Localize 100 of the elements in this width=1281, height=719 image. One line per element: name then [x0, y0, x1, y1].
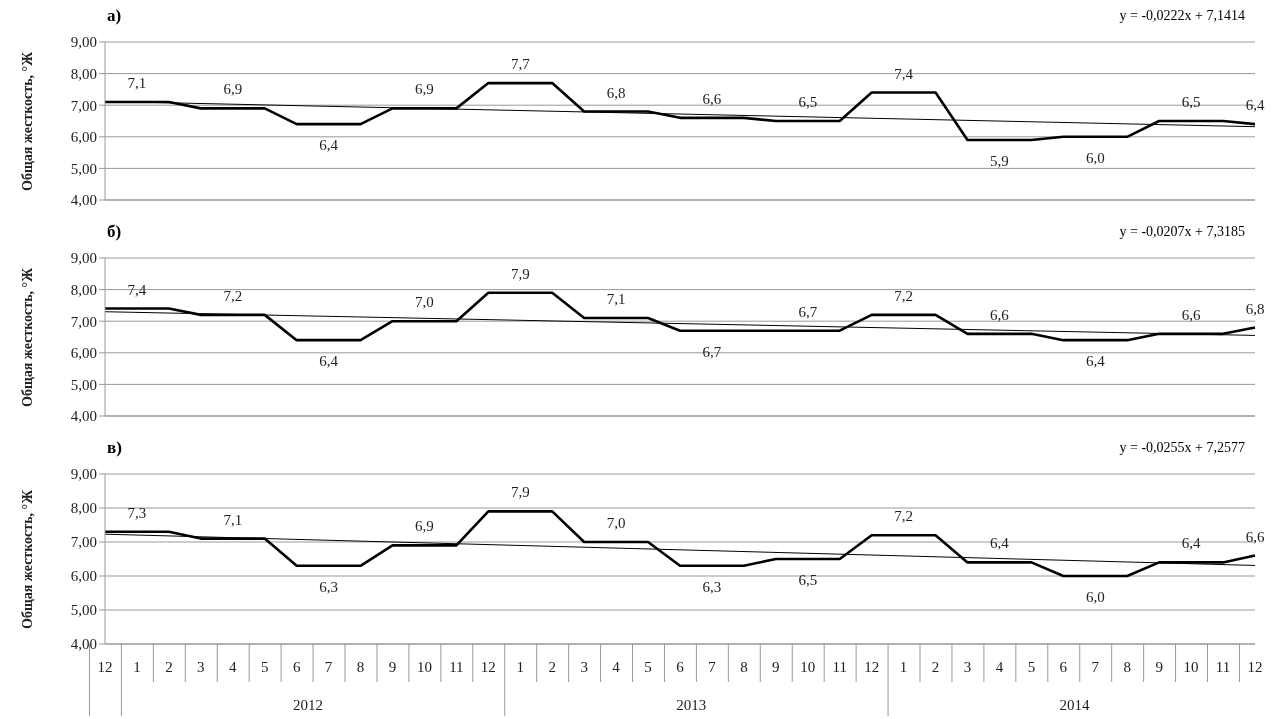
y-tick-label: 7,00 — [70, 97, 97, 114]
x-tick-label: 2 — [548, 659, 556, 675]
data-label: 7,0 — [606, 515, 626, 531]
data-label: 6,4 — [1085, 353, 1106, 370]
data-label: 6,5 — [1181, 94, 1201, 110]
text: y = -0,0207x + 7,3185 — [1119, 224, 1245, 240]
y-tick-label: 9,00 — [70, 466, 97, 483]
x-tick-label: 6 — [1059, 659, 1068, 675]
chart-title: б) — [107, 222, 122, 242]
x-tick-label: 9 — [1155, 659, 1163, 675]
chart-title: в) — [107, 438, 122, 458]
y-tick-label: 5,00 — [70, 160, 97, 177]
data-label: 6,8 — [1245, 300, 1265, 317]
data-label: 6,5 — [798, 572, 818, 588]
x-tick-label: 12 — [1247, 659, 1263, 675]
x-tick-label: 2 — [931, 659, 940, 675]
y-axis-title: Общая жесткость, °Ж — [19, 267, 35, 407]
x-tick-label: 2 — [165, 659, 173, 675]
data-label: 7,2 — [223, 287, 243, 304]
y-tick-label: 4,00 — [70, 192, 97, 209]
data-label: 7,9 — [510, 265, 530, 282]
x-tick-label: 1 — [516, 659, 525, 675]
x-tick-label: 9 — [772, 659, 780, 675]
y-axis-title: Общая жесткость, °Ж — [19, 51, 35, 191]
data-label: 6,0 — [1085, 149, 1105, 166]
data-label: 6,7 — [702, 343, 722, 360]
y-tick-label: 4,00 — [70, 408, 97, 425]
y-tick-label: 8,00 — [70, 281, 97, 298]
data-label: 6,6 — [990, 306, 1010, 323]
data-label: 7,0 — [415, 294, 434, 311]
x-tick-label: 7 — [324, 659, 333, 675]
x-tick-label: 10 — [416, 659, 432, 675]
x-tick-label: 10 — [800, 659, 816, 675]
data-label: 5,9 — [990, 152, 1009, 169]
y-tick-label: 6,00 — [70, 568, 97, 585]
data-label: 7,2 — [894, 508, 913, 525]
text: 2013 — [676, 697, 707, 713]
y-tick-label: 4,00 — [70, 636, 97, 653]
x-tick-label: 10 — [1183, 659, 1199, 675]
y-tick-label: 5,00 — [70, 602, 97, 619]
x-tick-label: 7 — [1091, 659, 1100, 675]
x-tick-label: 5 — [644, 659, 652, 675]
x-tick-label: 1 — [899, 659, 908, 675]
x-tick-label: 6 — [676, 659, 685, 675]
y-tick-label: 8,00 — [70, 65, 97, 82]
data-label: 7,1 — [127, 75, 147, 92]
data-label: 6,4 — [319, 137, 339, 154]
data-label: 6,0 — [1085, 589, 1105, 605]
x-tick-label: 3 — [963, 659, 972, 675]
y-tick-label: 5,00 — [70, 376, 97, 393]
data-label: 6,5 — [798, 94, 818, 110]
x-tick-label: 3 — [197, 659, 205, 675]
y-tick-label: 7,00 — [70, 534, 97, 551]
x-tick-label: 5 — [260, 659, 269, 675]
data-label: 6,9 — [415, 81, 434, 98]
data-label: 6,6 — [702, 90, 722, 107]
x-tick-label: 4 — [229, 659, 238, 675]
data-label: 6,4 — [1245, 97, 1265, 114]
data-label: 6,7 — [798, 303, 818, 320]
data-label: 7,4 — [127, 281, 147, 298]
data-label: 7,3 — [127, 504, 147, 521]
text: y = -0,0255x + 7,2577 — [1119, 440, 1245, 456]
x-tick-label: 4 — [612, 659, 621, 675]
data-label: 7,9 — [510, 484, 530, 501]
x-tick-label: 8 — [1123, 659, 1131, 675]
y-axis-title: Общая жесткость, °Ж — [19, 489, 35, 629]
data-label: 7,7 — [510, 56, 531, 73]
data-label: 6,4 — [1181, 535, 1201, 552]
data-label: 6,3 — [319, 578, 338, 595]
data-label: 7,1 — [606, 291, 626, 308]
x-tick-label: 12 — [864, 659, 880, 675]
y-tick-label: 7,00 — [70, 313, 97, 330]
data-label: 7,1 — [223, 511, 243, 528]
data-label: 6,6 — [1245, 528, 1265, 545]
x-tick-label: 7 — [708, 659, 717, 675]
x-tick-label: 6 — [292, 659, 301, 675]
data-label: 7,4 — [894, 65, 914, 82]
data-label: 6,6 — [1181, 306, 1201, 323]
x-tick-label: 9 — [388, 659, 397, 675]
data-label: 6,4 — [319, 353, 339, 370]
x-tick-label: 5 — [1027, 659, 1036, 675]
x-tick-label: 12 — [97, 659, 113, 675]
x-tick-label: 11 — [449, 659, 464, 675]
x-tick-label: 8 — [356, 659, 365, 675]
data-label: 6,8 — [606, 84, 626, 101]
y-tick-label: 9,00 — [70, 250, 97, 267]
y-tick-label: 6,00 — [70, 345, 97, 362]
data-label: 7,2 — [894, 287, 913, 304]
data-label: 6,3 — [702, 578, 722, 595]
y-tick-label: 6,00 — [70, 129, 97, 146]
data-label: 6,9 — [415, 518, 434, 535]
data-label: 6,4 — [990, 535, 1010, 552]
x-tick-label: 1 — [133, 659, 141, 675]
x-tick-label: 11 — [1215, 659, 1231, 675]
y-tick-label: 9,00 — [70, 34, 97, 51]
text: 2014 — [1059, 697, 1091, 713]
x-tick-label: 8 — [740, 659, 748, 675]
x-tick-label: 11 — [832, 659, 847, 675]
text: 2012 — [292, 697, 323, 713]
x-tick-label: 12 — [480, 659, 496, 675]
